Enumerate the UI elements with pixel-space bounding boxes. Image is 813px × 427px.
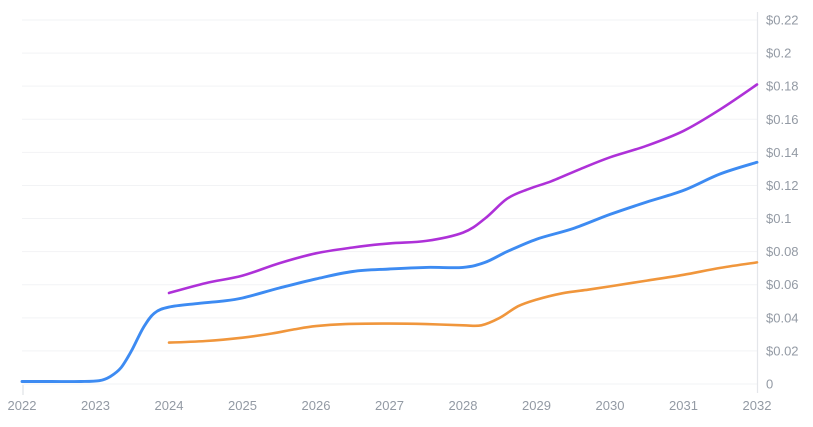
x-axis-label: 2023 [81, 398, 110, 413]
x-axis-label: 2024 [155, 398, 184, 413]
blue-series-line[interactable] [20, 160, 759, 384]
axis-layer [22, 12, 759, 395]
x-axis-label: 2027 [375, 398, 404, 413]
axis-labels-layer: 0 $0.02 $0.04 $0.06 $0.08 $0.1 $0.12 $0.14 $0.16… [8, 13, 799, 414]
x-axis-label: 2025 [228, 398, 257, 413]
y-axis-label: $0.12 [766, 178, 799, 193]
y-axis-label: $0.02 [766, 343, 799, 358]
x-axis-label: 2029 [522, 398, 551, 413]
x-axis-label: 2028 [449, 398, 478, 413]
y-axis-label: $0.1 [766, 211, 791, 226]
gridlines-layer [22, 19, 757, 385]
y-axis-label: $0.22 [766, 13, 799, 28]
y-axis-label: $0.18 [766, 79, 799, 94]
x-axis-label: 2031 [669, 398, 698, 413]
y-axis-label: $0.08 [766, 244, 799, 259]
x-axis-label: 2022 [8, 398, 37, 413]
x-axis-label: 2032 [743, 398, 772, 413]
y-axis-label: $0.04 [766, 310, 799, 325]
orange-series-line[interactable] [167, 261, 759, 344]
purple-series-line[interactable] [167, 83, 759, 295]
y-axis-label: $0.14 [766, 145, 799, 160]
y-axis-label: $0.06 [766, 277, 799, 292]
series-layer [20, 83, 759, 384]
y-axis-label: $0.2 [766, 46, 791, 61]
y-axis-label: 0 [766, 377, 773, 392]
x-axis-label: 2026 [302, 398, 331, 413]
x-axis-label: 2030 [596, 398, 625, 413]
y-axis-label: $0.16 [766, 112, 799, 127]
